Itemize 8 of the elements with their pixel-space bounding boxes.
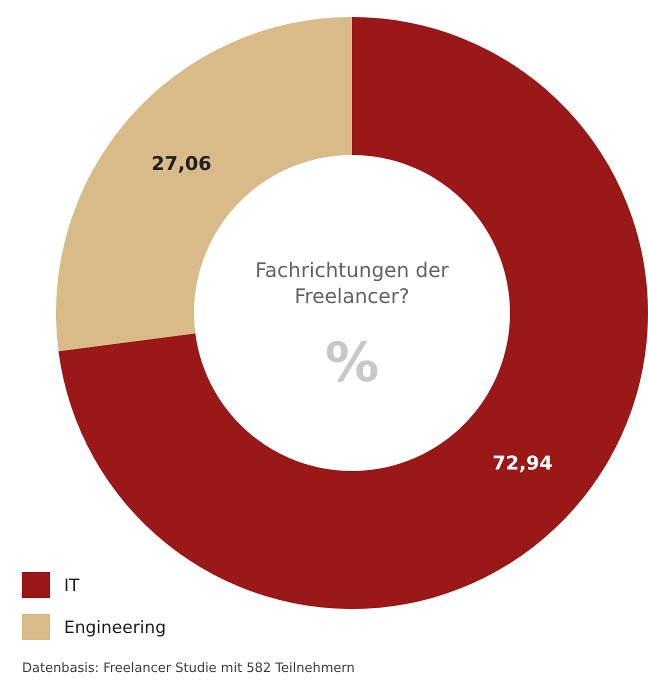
donut-slice [58,17,648,609]
legend-label: IT [64,576,80,596]
text: Datenbasis: Freelancer Studie mit 582 Teilnehmern [22,661,355,676]
text: Fachrichtungen der Freelancer? [255,258,450,308]
data-label: 72,94 [492,452,553,474]
data-label: 27,06 [151,152,212,175]
legend-label: Engineering [64,618,166,638]
text: % [324,331,380,394]
